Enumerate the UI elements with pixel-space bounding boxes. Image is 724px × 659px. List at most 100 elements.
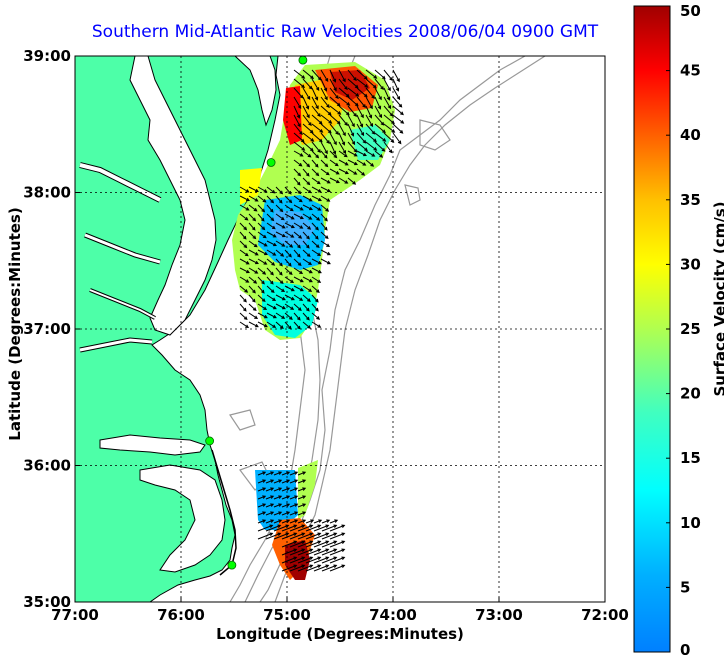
velocity-arrow xyxy=(356,141,368,152)
velocity-arrow xyxy=(313,532,330,540)
velocity-arrow xyxy=(266,258,276,266)
velocity-arrow xyxy=(320,105,332,116)
velocity-arrow xyxy=(284,222,295,229)
velocity-arrow xyxy=(302,69,314,80)
velocity-arrow xyxy=(275,294,286,301)
velocity-arrows xyxy=(239,69,405,572)
velocity-arrow xyxy=(257,231,267,239)
velocity-arrow xyxy=(265,511,275,516)
velocity-arrow xyxy=(281,532,298,540)
station-marker xyxy=(298,56,308,65)
velocity-arrow xyxy=(392,69,400,83)
velocity-arrow xyxy=(365,150,376,157)
velocity-arrow xyxy=(311,285,320,293)
figure-title: Southern Mid-Atlantic Raw Velocities 200… xyxy=(91,22,599,42)
velocity-arrow xyxy=(302,258,313,266)
velocity-arrow xyxy=(257,267,267,275)
colorbar-tick-label: 5 xyxy=(680,578,690,596)
velocity-arrow xyxy=(302,168,310,177)
velocity-arrow xyxy=(311,204,322,211)
velocity-arrow xyxy=(374,150,384,158)
velocity-arrow xyxy=(329,96,341,107)
velocity-arrow xyxy=(338,96,351,106)
velocity-arrow xyxy=(293,249,301,258)
velocity-arrow xyxy=(313,540,330,548)
velocity-arrow xyxy=(365,132,377,143)
velocity-arrow xyxy=(281,479,291,484)
velocity-arrow xyxy=(266,240,277,247)
station-marker xyxy=(266,158,276,167)
velocity-arrow xyxy=(239,312,248,321)
velocity-arrow xyxy=(239,303,247,312)
velocity-arrow xyxy=(305,519,315,524)
velocity-arrow xyxy=(289,471,299,476)
velocity-arrow xyxy=(302,213,313,220)
velocity-arrow xyxy=(356,69,368,80)
velocity-arrow xyxy=(374,69,386,80)
velocity-arrow xyxy=(311,258,322,265)
velocity-arrow xyxy=(313,564,330,572)
velocity-arrow xyxy=(273,532,290,540)
velocity-arrow xyxy=(248,276,258,284)
velocity-arrow xyxy=(302,312,310,321)
velocity-arrow xyxy=(320,204,330,212)
velocity-arrow xyxy=(281,548,298,556)
velocity-arrow xyxy=(347,114,355,128)
velocity-arrow xyxy=(289,540,306,548)
velocity-arrow xyxy=(374,96,382,110)
velocity-arrow xyxy=(284,204,294,212)
velocity-arrow xyxy=(356,114,364,128)
velocity-arrow xyxy=(275,222,286,229)
x-axis-ticks: 77:00 76:00 75:00 74:00 73:00 72:00 xyxy=(51,597,629,624)
velocity-arrow xyxy=(311,222,319,231)
velocity-arrow xyxy=(329,159,339,167)
velocity-arrow xyxy=(275,231,286,238)
velocity-arrow xyxy=(293,195,303,203)
velocity-arrow xyxy=(356,168,366,176)
velocity-arrow xyxy=(248,240,258,248)
velocity-arrow xyxy=(257,511,267,516)
velocity-arrow xyxy=(275,303,286,310)
velocity-arrow xyxy=(248,285,256,294)
velocity-arrow xyxy=(257,258,268,265)
velocity-arrow xyxy=(297,519,307,524)
velocity-arrow xyxy=(313,524,330,532)
velocity-arrow xyxy=(356,96,366,108)
velocity-arrow xyxy=(356,78,369,88)
velocity-arrow xyxy=(257,249,268,256)
colorbar-ticks: 0 5 10 15 20 25 30 35 40 45 50 xyxy=(666,2,701,659)
velocity-arrow xyxy=(320,87,328,101)
velocity-arrow xyxy=(284,267,293,276)
velocity-arrow xyxy=(265,524,282,532)
velocity-arrow xyxy=(311,294,319,303)
velocity-arrow xyxy=(248,186,259,193)
velocity-arrow xyxy=(320,231,329,240)
velocity-field-north xyxy=(232,62,395,340)
velocity-arrow xyxy=(284,303,295,310)
velocity-arrow xyxy=(302,294,311,302)
velocity-arrow xyxy=(329,168,340,175)
velocity-arrow xyxy=(311,69,322,81)
velocity-arrow xyxy=(302,321,312,329)
velocity-arrow xyxy=(281,503,291,508)
velocity-arrow xyxy=(275,204,284,213)
velocity-arrow xyxy=(321,548,338,556)
velocity-arrow xyxy=(311,123,324,133)
velocity-arrow xyxy=(297,479,307,484)
velocity-arrow xyxy=(356,150,367,157)
velocity-arrow xyxy=(320,132,330,144)
velocity-arrow xyxy=(266,312,277,319)
velocity-arrow xyxy=(338,69,346,83)
y-tick-label: 37:00 xyxy=(23,320,71,338)
velocity-arrow xyxy=(383,105,394,117)
velocity-arrow xyxy=(347,150,358,157)
velocity-arrow xyxy=(239,204,250,211)
velocity-arrow xyxy=(266,276,274,285)
velocity-arrow xyxy=(305,540,322,548)
velocity-arrow xyxy=(239,321,250,329)
colorbar-tick-label: 25 xyxy=(680,320,701,338)
x-axis-label: Longitude (Degrees:Minutes) xyxy=(216,625,464,643)
velocity-arrow xyxy=(297,471,307,476)
velocity-arrow xyxy=(257,471,267,476)
